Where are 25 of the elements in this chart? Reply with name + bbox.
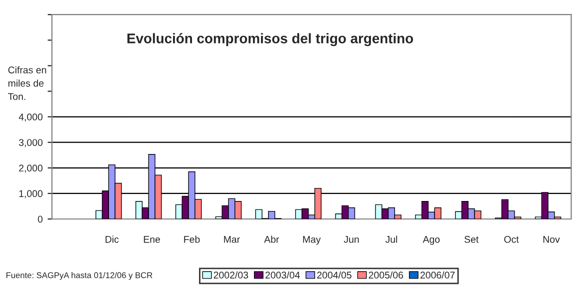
x-tick-label: Jun — [344, 236, 359, 243]
x-tick-label: Nov — [543, 236, 560, 243]
x-tick-label: Oct — [504, 236, 519, 243]
source-note: Fuente: SAGPyA hasta 01/12/06 y BCR — [6, 272, 152, 280]
text: Evolución compromisos del trigo argentino — [127, 33, 414, 46]
legend-label: 2004/05 — [317, 271, 352, 279]
y-tick-label: 0 — [38, 216, 43, 223]
legend-label: 2003/04 — [265, 271, 300, 279]
x-tick-label: Dic — [106, 236, 119, 243]
x-tick-label: Abr — [264, 236, 280, 243]
x-tick-label: May — [303, 236, 321, 245]
y-axis-title: Cifras en miles de Ton. — [8, 66, 46, 100]
x-tick-label: Ene — [144, 236, 160, 243]
legend-label: 2006/07 — [420, 271, 455, 279]
y-tick-label: 2,000 — [19, 164, 43, 173]
y-tick-label: 3,000 — [18, 139, 43, 148]
y-tick-label: 1,000 — [19, 190, 43, 198]
x-tick-label: Mar — [224, 236, 240, 243]
legend-label: 2005/06 — [368, 271, 404, 279]
x-tick-label: Jul — [385, 236, 398, 243]
x-tick-label: Feb — [184, 236, 200, 243]
x-tick-label: Set — [464, 236, 479, 243]
x-tick-label: Ago — [422, 236, 440, 245]
legend-label: 2002/03 — [214, 271, 248, 279]
y-tick-label: 4,000 — [18, 114, 43, 122]
